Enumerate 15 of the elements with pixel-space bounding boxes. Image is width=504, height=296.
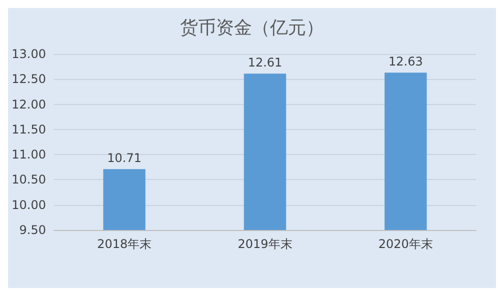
data-label: 10.71 — [107, 151, 142, 166]
y-tick-label: 12.50 — [12, 72, 46, 86]
y-tick-label: 12.00 — [12, 97, 46, 112]
data-label: 12.63 — [388, 54, 423, 69]
y-tick-label: 10.50 — [12, 172, 46, 187]
chart-title: 货币资金（亿元） — [180, 18, 324, 38]
y-tick-label: 9.50 — [19, 223, 46, 237]
x-tick-label: 2020年末 — [378, 237, 433, 251]
y-tick-label: 11.50 — [12, 122, 46, 136]
y-tick-label: 13.00 — [12, 47, 46, 61]
y-tick-label: 10.00 — [12, 198, 46, 212]
y-tick-label: 11.00 — [12, 148, 46, 162]
x-tick-label: 2019年末 — [238, 237, 292, 251]
x-tick-label: 2018年末 — [97, 237, 152, 251]
data-label: 12.61 — [248, 56, 282, 70]
